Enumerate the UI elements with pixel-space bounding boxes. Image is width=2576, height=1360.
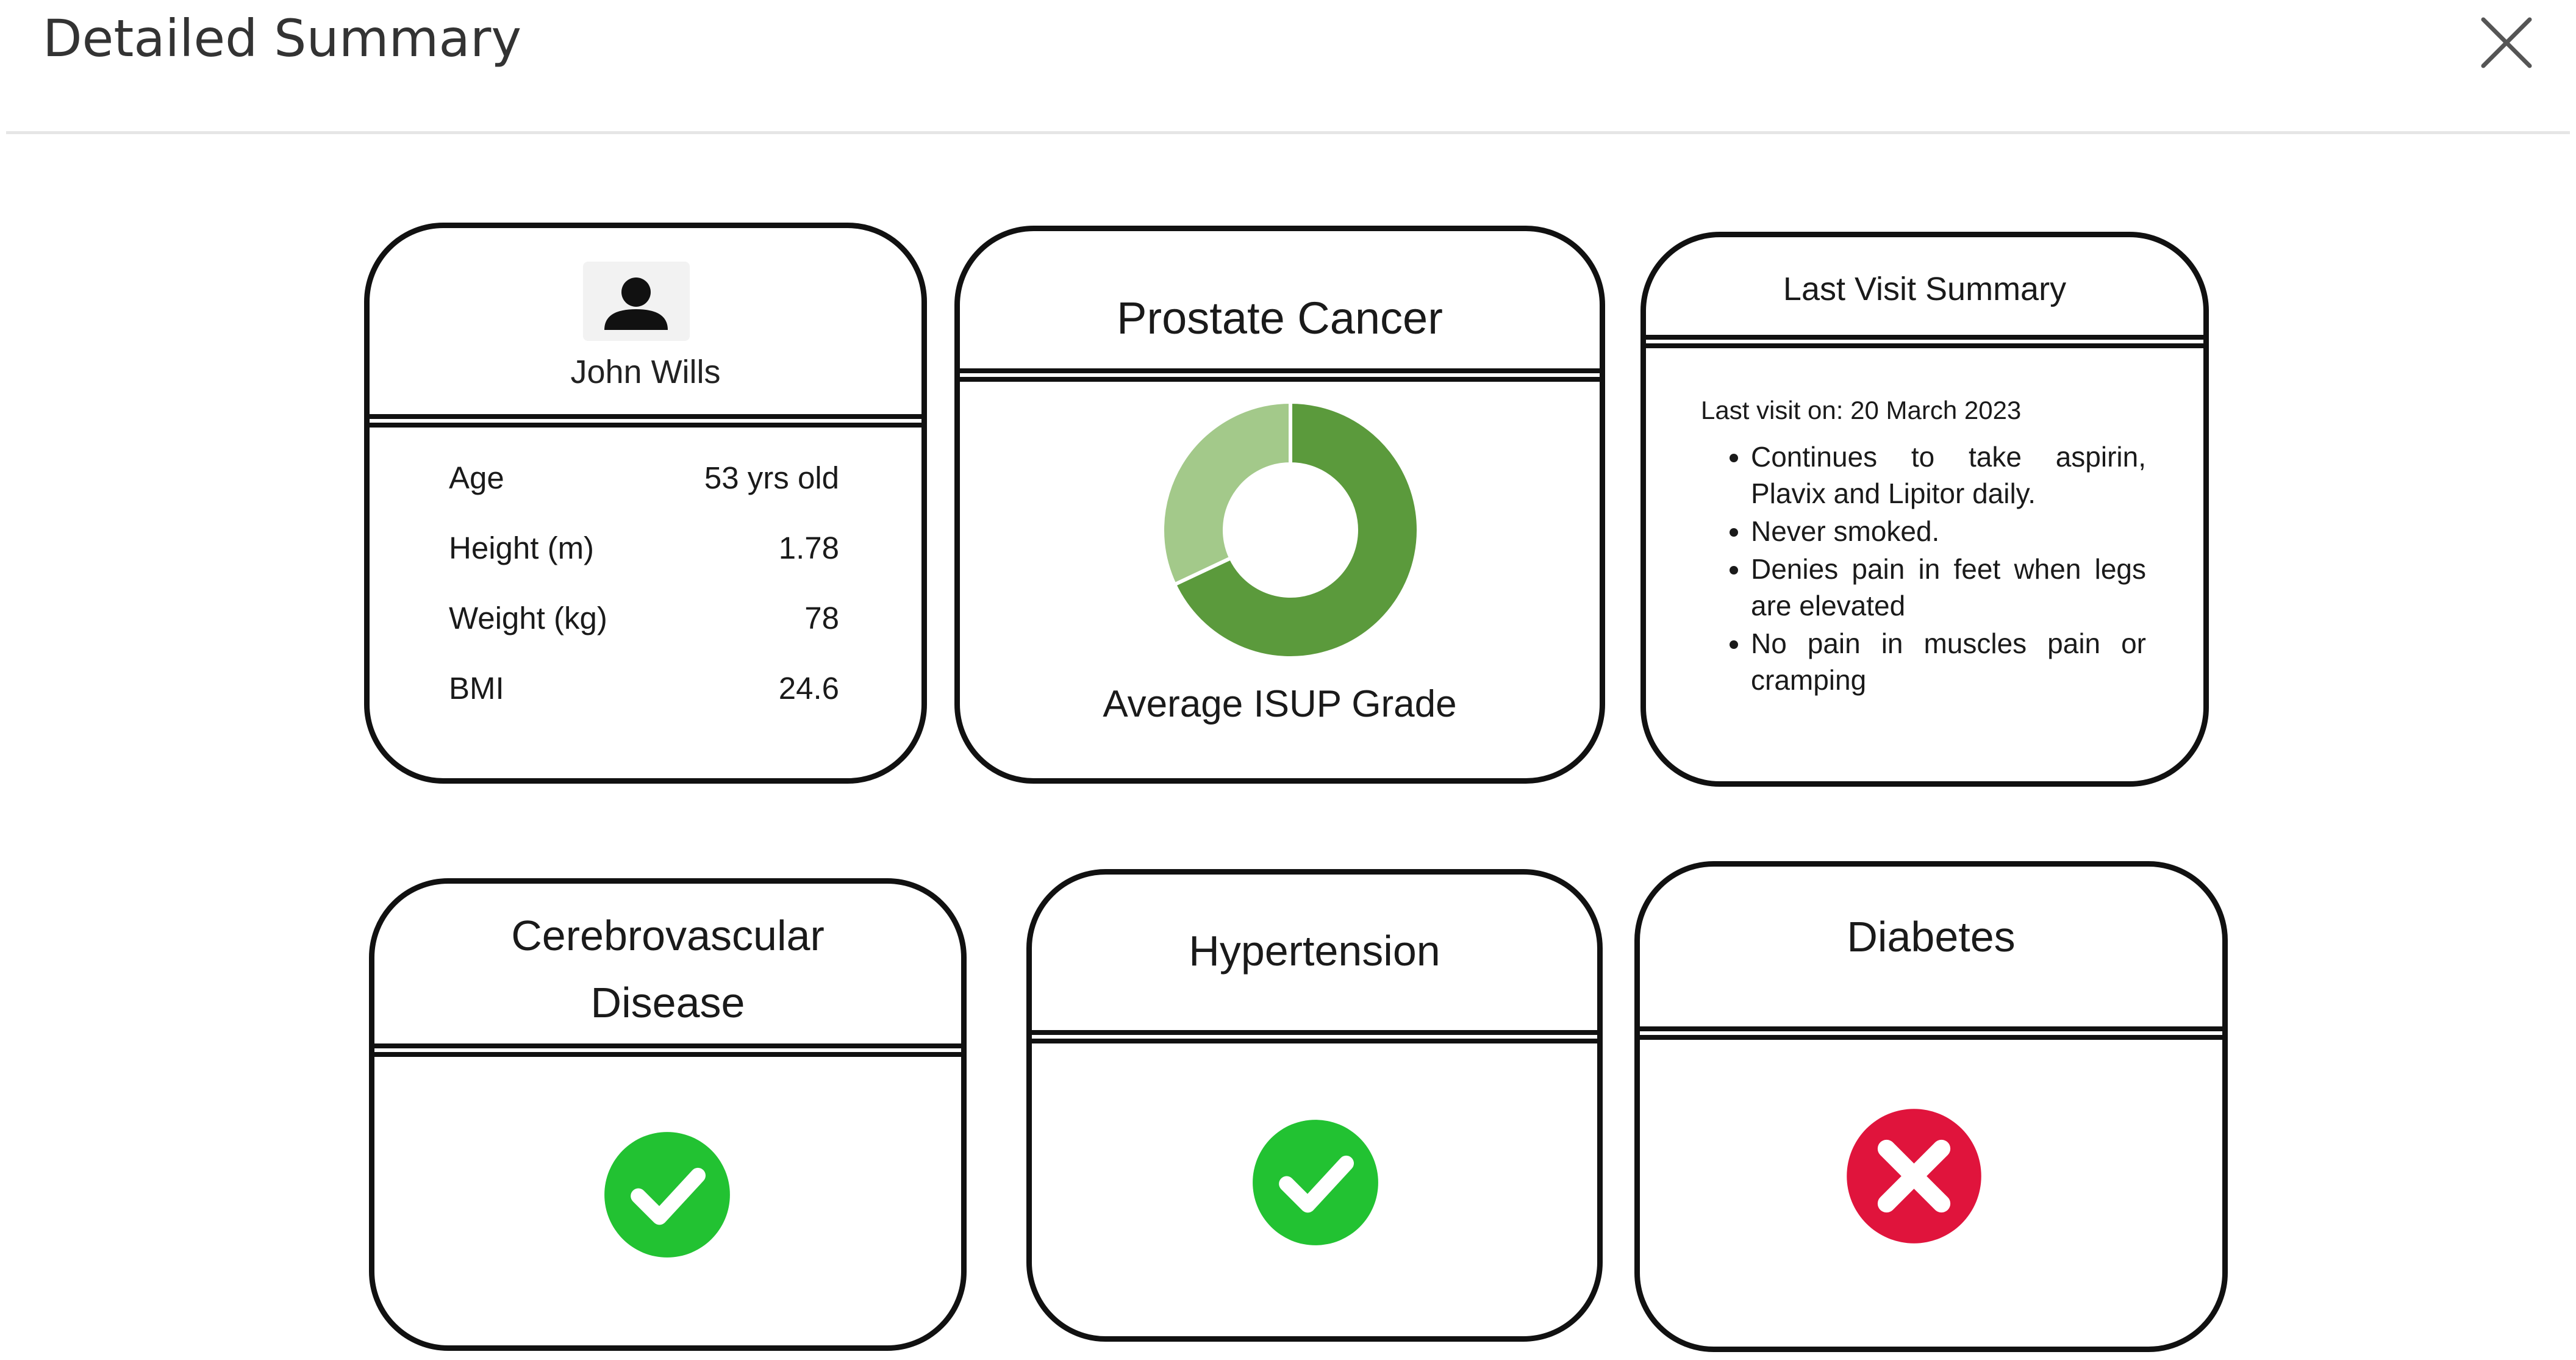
chart-label: Average ISUP Grade <box>1103 683 1457 725</box>
card-divider <box>374 1043 961 1057</box>
patient-card: John Wills Age 53 yrs old Height (m) 1.7… <box>364 223 927 784</box>
card-title: Cerebrovascular Disease <box>374 902 961 1036</box>
header-divider <box>6 131 2570 134</box>
close-button[interactable] <box>2476 12 2537 73</box>
prostate-card: Prostate Cancer Average ISUP Grade <box>954 226 1605 784</box>
vital-row-age: Age 53 yrs old <box>449 460 839 530</box>
card-divider <box>1640 1026 2222 1040</box>
card-title: Last Visit Summary <box>1783 271 2067 307</box>
list-item: Never smoked. <box>1751 513 2146 549</box>
modal-title: Detailed Summary <box>43 9 522 68</box>
last-visit-card: Last Visit Summary Last visit on: 20 Mar… <box>1640 232 2209 787</box>
donut-slice-2 <box>1161 399 1292 587</box>
visit-notes-list: Continues to take aspirin, Plavix and Li… <box>1701 438 2146 700</box>
x-circle-icon <box>1845 1108 1983 1245</box>
hypertension-card: Hypertension <box>1026 869 1603 1342</box>
isup-donut-chart <box>1156 396 1425 664</box>
donut-slice-1 <box>1172 399 1420 660</box>
person-icon <box>583 262 690 341</box>
vital-row-height: Height (m) 1.78 <box>449 530 839 600</box>
vital-row-weight: Weight (kg) 78 <box>449 600 839 670</box>
vital-label: Age <box>449 460 504 495</box>
card-divider <box>1646 335 2203 348</box>
vitals-list: Age 53 yrs old Height (m) 1.78 Weight (k… <box>449 460 839 740</box>
vital-value: 78 <box>804 601 839 635</box>
patient-name: John Wills <box>570 354 721 390</box>
card-title-line: Cerebrovascular <box>511 912 825 959</box>
vital-value: 1.78 <box>778 531 839 565</box>
vital-label: Weight (kg) <box>449 601 607 635</box>
cerebrovascular-card: Cerebrovascular Disease <box>369 878 967 1351</box>
check-circle-icon <box>603 1131 731 1259</box>
card-title-line: Disease <box>590 979 745 1026</box>
list-item: Denies pain in feet when legs are elevat… <box>1751 551 2146 624</box>
card-divider <box>960 368 1600 382</box>
card-divider <box>1032 1030 1597 1043</box>
vital-label: BMI <box>449 671 504 706</box>
list-item: Continues to take aspirin, Plavix and Li… <box>1751 438 2146 512</box>
vital-row-bmi: BMI 24.6 <box>449 670 839 740</box>
last-visit-date: Last visit on: 20 March 2023 <box>1701 396 2022 424</box>
close-icon <box>2481 17 2532 68</box>
check-circle-icon <box>1251 1118 1379 1247</box>
vital-label: Height (m) <box>449 531 595 565</box>
diabetes-card: Diabetes <box>1634 861 2228 1352</box>
card-title: Diabetes <box>1847 913 2016 961</box>
list-item: No pain in muscles pain or cramping <box>1751 625 2146 698</box>
card-divider <box>370 414 921 428</box>
vital-value: 24.6 <box>778 671 839 706</box>
card-title: Prostate Cancer <box>1117 293 1443 343</box>
card-title: Hypertension <box>1189 927 1440 975</box>
vital-value: 53 yrs old <box>704 460 839 495</box>
